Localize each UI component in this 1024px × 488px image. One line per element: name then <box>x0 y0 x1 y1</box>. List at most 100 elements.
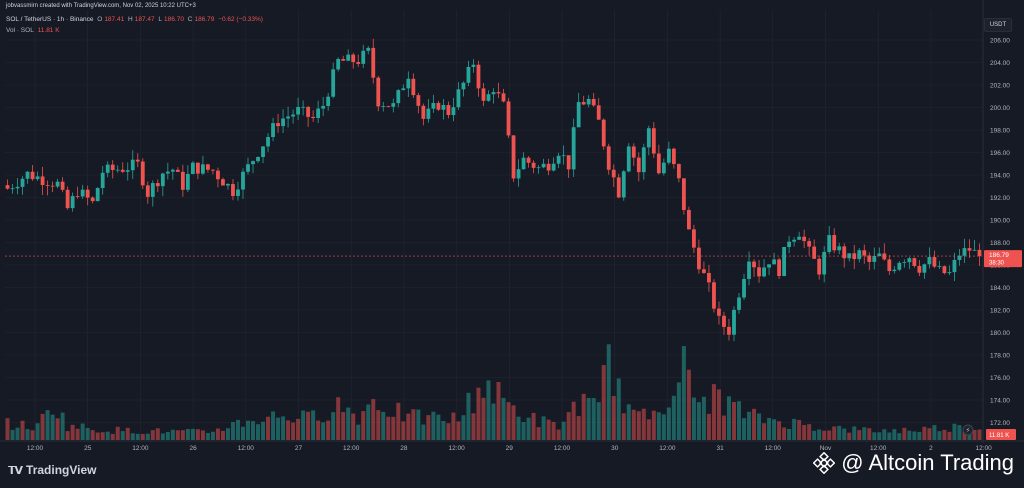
volume-bar <box>235 419 240 440</box>
volume-bar <box>747 411 752 440</box>
candle-body <box>942 266 947 274</box>
tradingview-brand[interactable]: 𝗧𝗩 TradingView <box>8 463 97 477</box>
candle-body <box>221 179 225 186</box>
high-value: 187.47 <box>134 16 155 23</box>
candle-body <box>311 116 316 119</box>
candle-body <box>70 196 75 209</box>
volume-bar <box>366 404 371 440</box>
time-tick-label: 2 <box>929 445 933 452</box>
volume-bar <box>170 429 175 440</box>
candle-body <box>556 155 561 164</box>
volume-bar <box>862 427 867 440</box>
candle-body <box>195 162 200 174</box>
candle-body <box>160 173 165 187</box>
volume-bar <box>406 413 411 440</box>
volume-bar <box>621 413 626 440</box>
watermark-label: @ Altcoin Trading <box>841 450 1014 475</box>
time-tick-label: 12:00 <box>554 445 571 452</box>
volume-bar <box>752 408 757 440</box>
candle-body <box>496 92 501 94</box>
candle-body <box>952 259 957 273</box>
candle-body <box>421 105 426 119</box>
candle-body <box>972 249 977 251</box>
candle-body <box>692 229 696 248</box>
candle-body <box>737 297 741 310</box>
currency-unit-button[interactable]: USDT <box>984 18 1012 32</box>
time-tick-label: 12:00 <box>870 445 887 452</box>
candle-body <box>536 167 541 169</box>
volume-bar <box>892 429 897 440</box>
volume-bar <box>461 415 466 440</box>
candle-body <box>882 253 887 260</box>
candle-body <box>150 183 155 197</box>
volume-bar <box>436 414 441 440</box>
candle-body <box>967 248 972 251</box>
candle-body <box>847 253 852 259</box>
candle-body <box>180 171 185 190</box>
volume-bar <box>962 431 967 440</box>
time-tick-label: 12:00 <box>448 445 465 452</box>
volume-bar <box>160 433 165 440</box>
candle-body <box>281 118 285 127</box>
candle-body <box>411 78 416 96</box>
volume-bar <box>631 409 636 440</box>
price-axis-bg <box>983 0 1024 488</box>
volume-bar <box>967 430 972 440</box>
volume-bar <box>711 384 716 440</box>
candle-body <box>792 239 797 242</box>
volume-bar <box>45 410 50 440</box>
volume-bar <box>656 412 661 440</box>
candle-body <box>641 147 646 173</box>
volume-bar <box>932 425 937 440</box>
last-price-label: 186.79 <box>989 252 1009 259</box>
candle-body <box>236 189 240 197</box>
volume-bar <box>215 428 220 440</box>
price-tick-label: 174.00 <box>990 398 1010 405</box>
candle-body <box>887 259 892 272</box>
price-tick-label: 196.00 <box>990 150 1010 157</box>
candle-body <box>651 128 656 154</box>
volume-bar <box>491 403 496 440</box>
candle-body <box>15 186 20 189</box>
volume-bar <box>20 420 25 440</box>
candle-body <box>857 250 862 260</box>
candle-body <box>130 159 135 171</box>
volume-bar <box>311 410 316 440</box>
candle-body <box>671 148 676 165</box>
time-axis[interactable]: 12:00 25 12:00 26 12:00 27 12:00 28 12:00 29 12:00… <box>0 440 1024 452</box>
volume-bar <box>60 412 65 440</box>
symbol-title[interactable]: SOL / TetherUS · 1h · Binance <box>6 16 94 23</box>
volume-bar <box>466 392 471 440</box>
volume-bar <box>802 424 807 440</box>
price-tick-label: 204.00 <box>990 60 1010 67</box>
candle-body <box>616 177 621 198</box>
volume-bar <box>646 419 651 440</box>
candle-body <box>516 169 521 179</box>
volume-bar <box>506 402 511 440</box>
volume-bar <box>822 430 827 440</box>
volume-bar <box>175 430 180 440</box>
candle-body <box>877 253 882 256</box>
candle-body <box>120 169 125 172</box>
volume-bar <box>396 402 401 440</box>
volume-legend[interactable]: Vol · SOL 11.81 K <box>6 27 62 34</box>
time-tick-label: 30 <box>611 445 619 452</box>
price-axis[interactable]: 172.00 174.00 176.00 178.00 180.00 182.00 184.… <box>982 0 1024 488</box>
volume-bar <box>526 417 531 440</box>
price-tick-label: 192.00 <box>990 195 1010 202</box>
volume-bar <box>431 411 436 440</box>
volume-bar <box>551 421 556 440</box>
volume-bar <box>5 418 10 440</box>
volume-bar <box>817 429 822 440</box>
volume-bar <box>150 430 155 440</box>
volume-bar <box>346 407 351 440</box>
candle-body <box>867 255 872 262</box>
volume-bar <box>356 424 361 440</box>
lightning-icon[interactable] <box>962 424 974 436</box>
volume-bar <box>686 369 691 440</box>
volume-bar <box>847 432 852 440</box>
price-tick-label: 180.00 <box>990 330 1010 337</box>
candle-body <box>246 164 250 172</box>
